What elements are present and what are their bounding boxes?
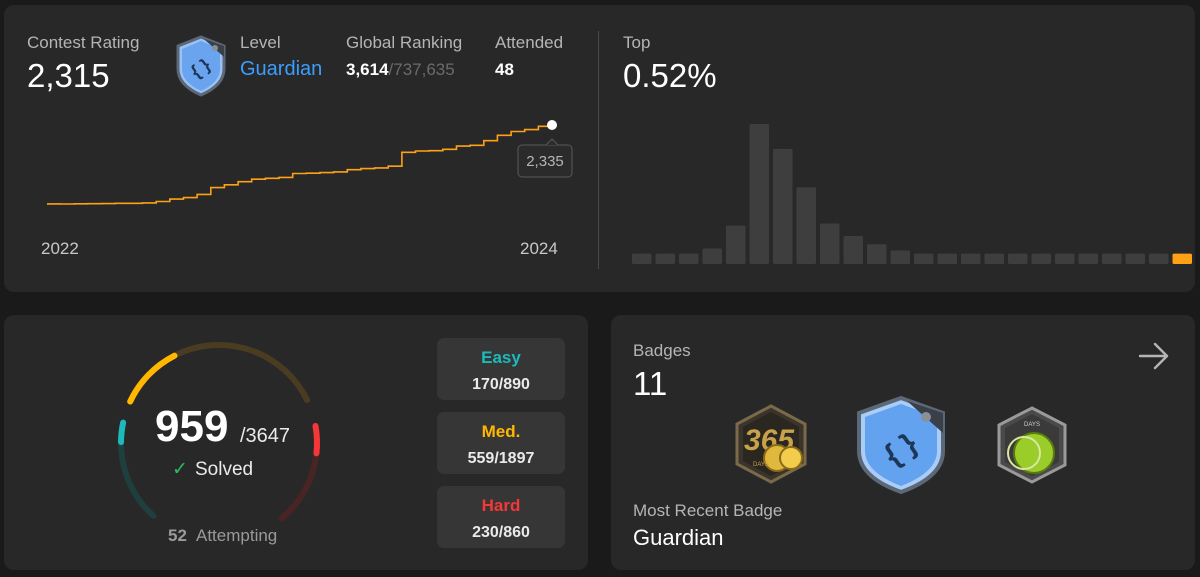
distribution-bar[interactable] <box>749 124 770 264</box>
section-divider <box>598 31 599 269</box>
distribution-bar[interactable] <box>679 253 699 264</box>
global-ranking-value: 3,614/737,635 <box>346 60 455 80</box>
days-badge-icon[interactable]: DAYS <box>994 405 1070 485</box>
rating-line <box>47 125 553 205</box>
distribution-bar[interactable] <box>1102 253 1122 264</box>
distribution-bar[interactable] <box>1008 253 1028 264</box>
medium-track <box>127 342 311 405</box>
rating-current-point[interactable] <box>547 120 557 130</box>
medium-progress-arc <box>127 352 178 405</box>
hard-value: 230/860 <box>472 524 530 541</box>
guardian-badge-icon[interactable]: { } <box>853 395 949 495</box>
global-ranking-label: Global Ranking <box>346 33 463 52</box>
rating-tooltip-value: 2,335 <box>526 153 564 170</box>
distribution-bar[interactable] <box>655 253 676 264</box>
level-value: Guardian <box>240 58 323 80</box>
easy-value: 170/890 <box>472 376 530 393</box>
rating-tooltip: 2,335 <box>517 138 573 178</box>
distribution-bar[interactable] <box>937 253 958 264</box>
arrow-right-icon[interactable] <box>1137 341 1171 371</box>
rating-line-chart[interactable]: 2,335 2022 2024 <box>4 5 598 292</box>
medium-value: 559/1897 <box>467 450 535 467</box>
attended-value: 48 <box>495 60 514 79</box>
distribution-bar[interactable] <box>984 253 1005 264</box>
distribution-bar[interactable] <box>843 236 864 264</box>
distribution-bar[interactable] <box>1055 253 1075 264</box>
365-days-badge-icon[interactable]: 365 DAYS <box>731 403 811 485</box>
medium-label: Med. <box>481 422 521 441</box>
hard-progress-arc <box>312 422 320 457</box>
distribution-bar[interactable] <box>1125 253 1146 264</box>
medium-stat-box[interactable]: Med. 559/1897 <box>437 412 565 474</box>
badge-365-days-text: DAYS <box>753 462 769 468</box>
badge-days-text: DAYS <box>1024 422 1040 428</box>
easy-label: Easy <box>481 348 521 367</box>
rating-distribution-chart[interactable] <box>604 5 1195 292</box>
global-ranking-rank: 3,614 <box>346 60 389 79</box>
distribution-bar[interactable] <box>773 148 793 264</box>
top-percent-value: 0.52% <box>623 57 717 94</box>
x-tick-label-end: 2024 <box>520 239 558 258</box>
solved-progress-ring: 959 /3647 ✓ Solved 52 Attempting <box>118 342 320 545</box>
solved-problems-card: 959 /3647 ✓ Solved 52 Attempting Easy 17… <box>4 315 588 570</box>
hard-stat-box[interactable]: Hard 230/860 <box>437 486 565 548</box>
global-ranking-total: /737,635 <box>388 60 455 79</box>
distribution-bar-current[interactable] <box>1172 253 1193 264</box>
easy-stat-box[interactable]: Easy 170/890 <box>437 338 565 400</box>
distribution-bar[interactable] <box>1078 253 1099 264</box>
guardian-badge-icon: { } <box>176 35 226 97</box>
badges-card: Badges 11 365 DAYS { } DAYS Most Recent … <box>611 315 1195 570</box>
distribution-bar[interactable] <box>702 248 723 264</box>
attempting-count: 52 <box>168 526 187 545</box>
contest-rating-value: 2,315 <box>27 57 110 94</box>
easy-track <box>118 419 157 519</box>
distribution-bar[interactable] <box>890 250 911 264</box>
distribution-bar[interactable] <box>1149 253 1169 264</box>
distribution-bar[interactable] <box>796 187 817 264</box>
x-tick-label-start: 2022 <box>41 239 79 258</box>
solved-label: Solved <box>195 459 253 480</box>
contest-rating-label: Contest Rating <box>27 33 140 52</box>
badges-label: Badges <box>633 341 691 360</box>
distribution-bar[interactable] <box>726 225 746 264</box>
attempting-label: Attempting <box>196 526 277 545</box>
distribution-bar[interactable] <box>1031 253 1052 264</box>
check-icon: ✓ <box>172 459 188 480</box>
solved-total: /3647 <box>240 425 290 447</box>
badges-count: 11 <box>633 365 668 402</box>
distribution-bar[interactable] <box>632 253 652 264</box>
easy-progress-arc <box>118 419 127 446</box>
top-label: Top <box>623 33 651 52</box>
distribution-bar[interactable] <box>867 244 887 264</box>
solved-count: 959 <box>155 402 228 451</box>
recent-badge-value: Guardian <box>633 525 724 550</box>
distribution-bar[interactable] <box>820 223 840 264</box>
attended-label: Attended <box>495 33 564 52</box>
distribution-bar[interactable] <box>961 253 981 264</box>
distribution-bar[interactable] <box>914 253 934 264</box>
level-label: Level <box>240 33 281 52</box>
recent-badge-label: Most Recent Badge <box>633 501 783 520</box>
hard-label: Hard <box>481 496 521 515</box>
contest-rating-card: Contest Rating 2,315 { } Level Guardian … <box>4 5 1195 292</box>
